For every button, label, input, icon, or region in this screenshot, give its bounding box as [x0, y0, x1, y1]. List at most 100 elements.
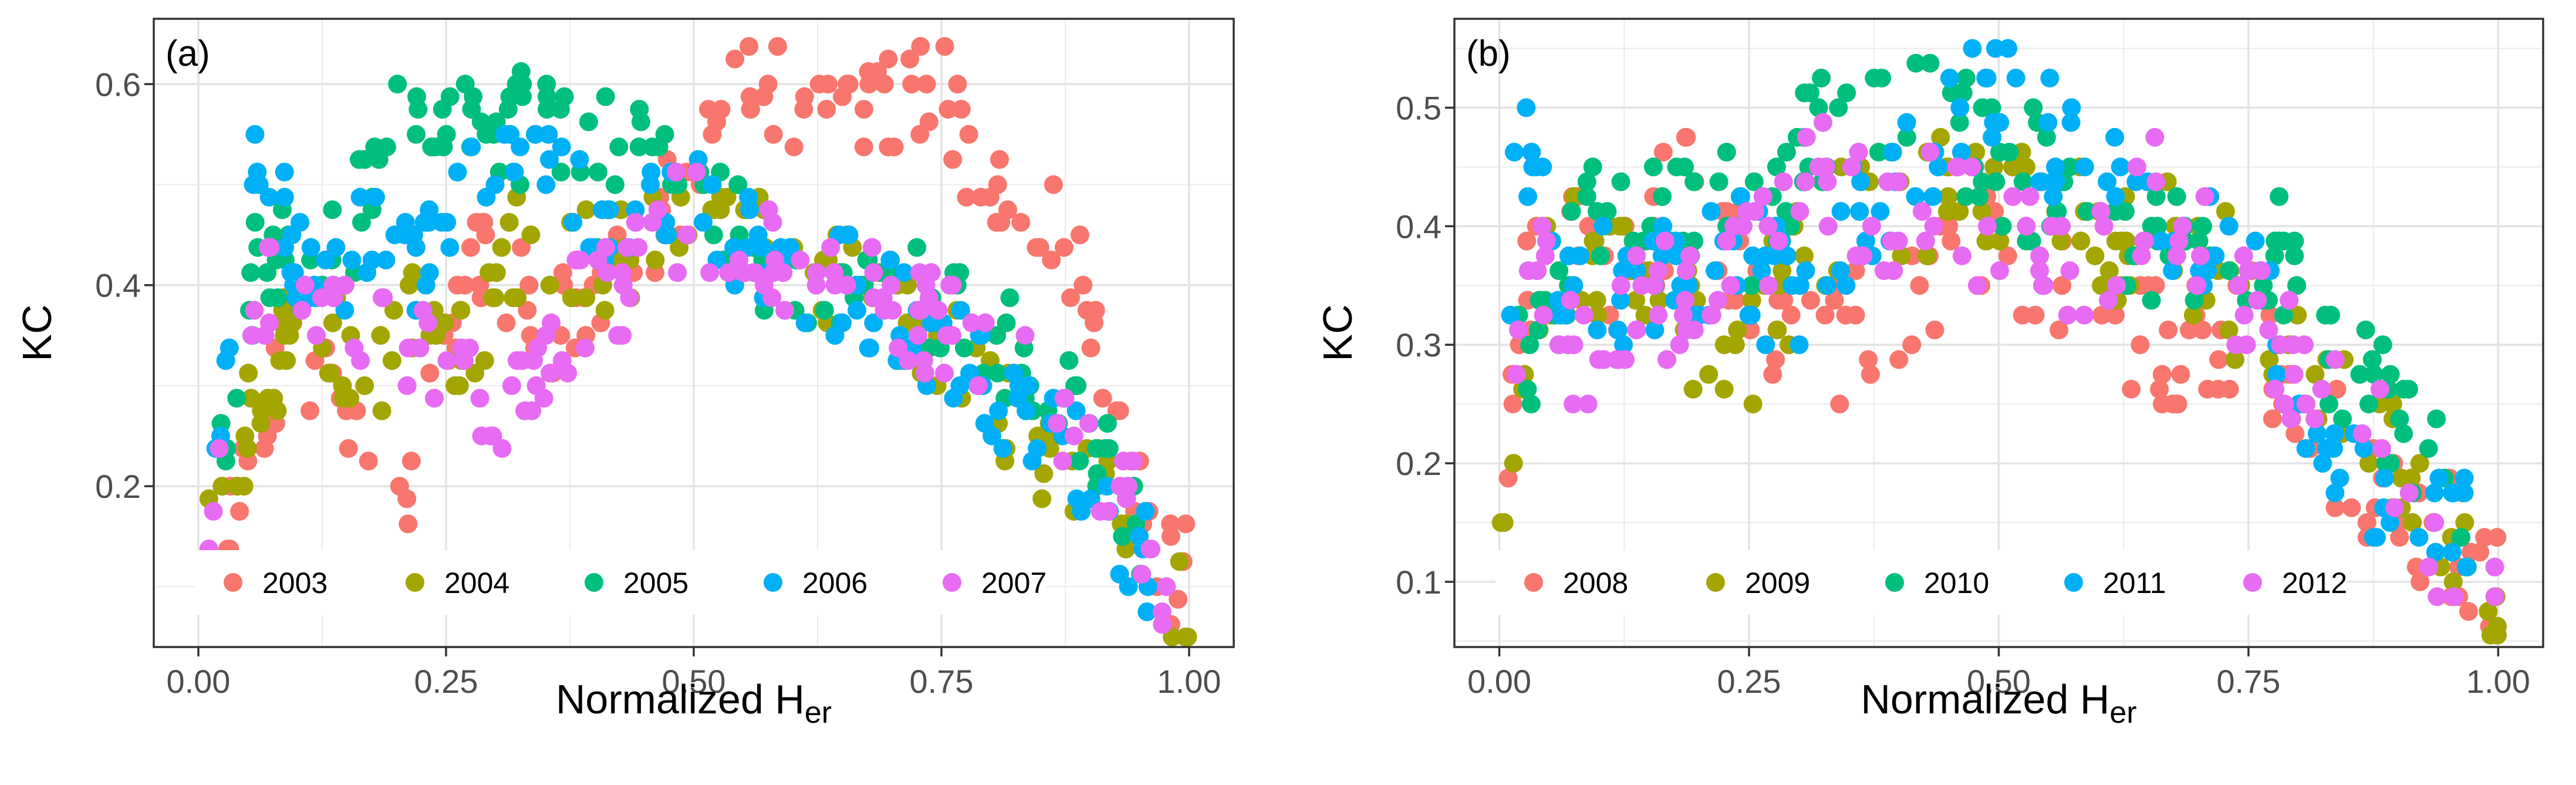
data-point: [1498, 469, 1518, 488]
data-point: [1157, 577, 1176, 597]
legend-item: 2007: [943, 567, 1046, 599]
data-point: [630, 100, 649, 119]
data-point: [1645, 320, 1665, 339]
data-point: [1517, 231, 1537, 251]
data-point: [1611, 172, 1630, 191]
data-point: [1742, 291, 1761, 310]
data-point: [2370, 379, 2389, 399]
data-point: [1558, 335, 1578, 355]
data-point: [2312, 379, 2331, 399]
data-point: [455, 275, 475, 295]
data-point: [2375, 469, 2394, 488]
data-point: [1796, 172, 1815, 191]
data-point: [242, 326, 261, 345]
data-point: [2189, 231, 2209, 251]
data-point: [2016, 157, 2035, 177]
data-point: [957, 187, 976, 207]
data-point: [255, 439, 274, 458]
data-point: [1910, 276, 1929, 295]
data-point: [1850, 202, 1869, 221]
data-point: [2116, 231, 2136, 251]
data-point: [406, 238, 426, 257]
data-point: [1906, 187, 1925, 206]
data-point: [1110, 477, 1130, 496]
data-point: [435, 313, 454, 332]
data-point: [1924, 217, 1943, 236]
data-point: [951, 301, 970, 320]
data-point: [2381, 365, 2400, 384]
data-point: [2267, 365, 2286, 384]
data-point: [1579, 217, 1598, 236]
data-point: [1814, 113, 1833, 132]
legend: 2008 2009 2010 2011 2012: [1495, 550, 2347, 615]
data-point: [1161, 527, 1180, 546]
data-point: [2169, 231, 2189, 251]
data-point: [528, 338, 547, 358]
data-point: [1942, 231, 1961, 251]
data-point: [921, 263, 941, 282]
data-point: [2305, 365, 2325, 384]
data-point: [2385, 498, 2405, 517]
data-point: [2429, 469, 2449, 488]
data-point: [537, 87, 556, 106]
data-point: [1972, 202, 1991, 221]
data-point: [1530, 291, 1549, 310]
data-point: [1763, 365, 1782, 384]
x-tick-label: 0.00: [1467, 663, 1531, 700]
data-point: [1501, 305, 1520, 325]
data-point: [1598, 202, 1617, 221]
data-point: [245, 213, 265, 232]
data-point: [2445, 587, 2464, 607]
data-point: [2239, 261, 2258, 281]
data-point: [2266, 231, 2285, 251]
data-point: [2325, 350, 2345, 369]
data-point: [1794, 246, 1814, 265]
data-point: [483, 288, 502, 308]
data-point: [2281, 409, 2301, 429]
data-point: [1744, 172, 1764, 191]
data-point: [1068, 376, 1087, 395]
x-axis-title: Normalized Her: [556, 676, 832, 730]
data-point: [2284, 365, 2304, 384]
data-point: [987, 326, 1007, 345]
data-point: [1136, 501, 1155, 521]
data-point: [470, 389, 489, 408]
data-point: [2330, 469, 2349, 488]
data-point: [2263, 409, 2282, 429]
data-point: [275, 163, 294, 182]
data-point: [2383, 395, 2402, 414]
data-point: [1504, 143, 1524, 162]
data-point: [907, 238, 927, 257]
data-point: [1578, 395, 1598, 414]
data-point: [1653, 217, 1673, 236]
data-point: [369, 150, 389, 169]
data-point: [2062, 98, 2081, 117]
data-point: [461, 238, 480, 257]
data-point: [909, 326, 928, 345]
data-point: [1923, 187, 1943, 206]
data-point: [1753, 187, 1773, 206]
data-point: [988, 175, 1007, 194]
data-point: [1829, 98, 1848, 117]
data-point: [1920, 53, 1940, 73]
data-point: [2091, 276, 2111, 295]
data-point: [1509, 320, 1528, 339]
data-point: [2234, 246, 2253, 265]
data-point: [245, 301, 264, 320]
data-point: [2107, 276, 2126, 295]
data-point: [355, 150, 374, 169]
y-tick-label: 0.2: [1396, 445, 1441, 482]
data-point: [230, 501, 249, 521]
y-axis-title: KC: [14, 304, 60, 361]
legend-label: 2007: [981, 567, 1046, 599]
data-point: [376, 250, 396, 269]
data-point: [884, 137, 904, 157]
data-point: [2105, 127, 2125, 147]
data-point: [759, 200, 778, 220]
data-point: [359, 452, 378, 471]
data-point: [1657, 350, 1677, 369]
data-point: [1925, 320, 1944, 339]
data-point: [617, 238, 637, 257]
data-point: [2285, 424, 2305, 443]
data-point: [2122, 379, 2141, 399]
